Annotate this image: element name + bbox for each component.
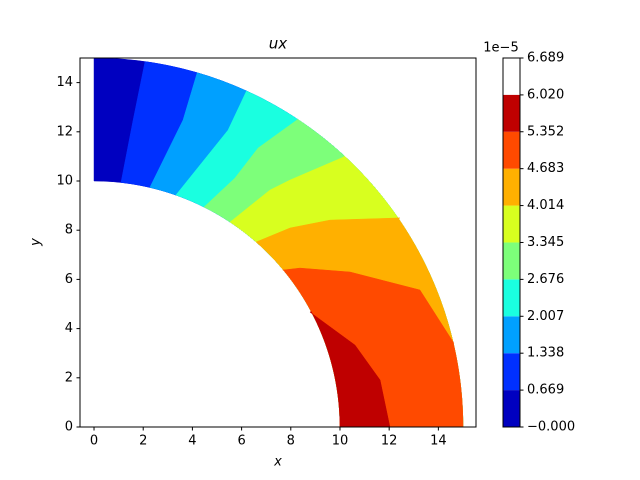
axes-frame [79, 57, 477, 428]
x-axis-label: x [273, 455, 282, 470]
x-tick-label: 14 [430, 434, 447, 449]
x-tick-label: 4 [188, 434, 196, 449]
colorbar-band [503, 94, 520, 132]
x-tick-label: 8 [287, 434, 295, 449]
y-tick-label: 0 [65, 420, 73, 435]
y-tick-label: 6 [65, 272, 73, 287]
x-tick-label: 12 [381, 434, 398, 449]
colorbar-band [503, 131, 520, 169]
colorbar-tick-label: 4.014 [527, 198, 564, 213]
y-tick-label: 14 [56, 75, 73, 90]
x-tick-label: 6 [237, 434, 245, 449]
x-tick-label: 0 [90, 434, 98, 449]
colorbar-tick-label: 3.345 [527, 235, 564, 250]
colorbar-band [503, 353, 520, 391]
colorbar-band [503, 242, 520, 280]
y-axis-label: y [29, 238, 44, 247]
colorbar-band [503, 279, 520, 317]
x-tick-label: 10 [332, 434, 349, 449]
colorbar-tick-label: 4.683 [527, 161, 564, 176]
colorbar-band [503, 390, 520, 427]
colorbar-band [503, 168, 520, 206]
x-tick-label: 2 [139, 434, 147, 449]
chart-title: ux [269, 35, 288, 53]
contour-region [309, 311, 391, 428]
y-tick-label: 4 [65, 321, 73, 336]
y-tick-label: 2 [65, 370, 73, 385]
colorbar-tick-label: 0.669 [527, 383, 564, 398]
y-tick-label: 10 [56, 174, 73, 189]
colorbar-offset: 1e−5 [483, 41, 518, 56]
colorbar-tick-label: 2.676 [527, 272, 564, 287]
colorbar-band [503, 316, 520, 354]
colorbar-tick-label: −0.000 [527, 420, 575, 435]
colorbar-tick-label: 1.338 [527, 346, 564, 361]
y-tick-label: 12 [56, 124, 73, 139]
colorbar-tick-label: 2.007 [527, 309, 564, 324]
colorbar-tick-label: 5.352 [527, 124, 564, 139]
colorbar-tick-label: 6.689 [527, 51, 564, 66]
colorbar-tick-label: 6.020 [527, 87, 564, 102]
colorbar-band [503, 205, 520, 243]
y-tick-label: 8 [65, 223, 73, 238]
